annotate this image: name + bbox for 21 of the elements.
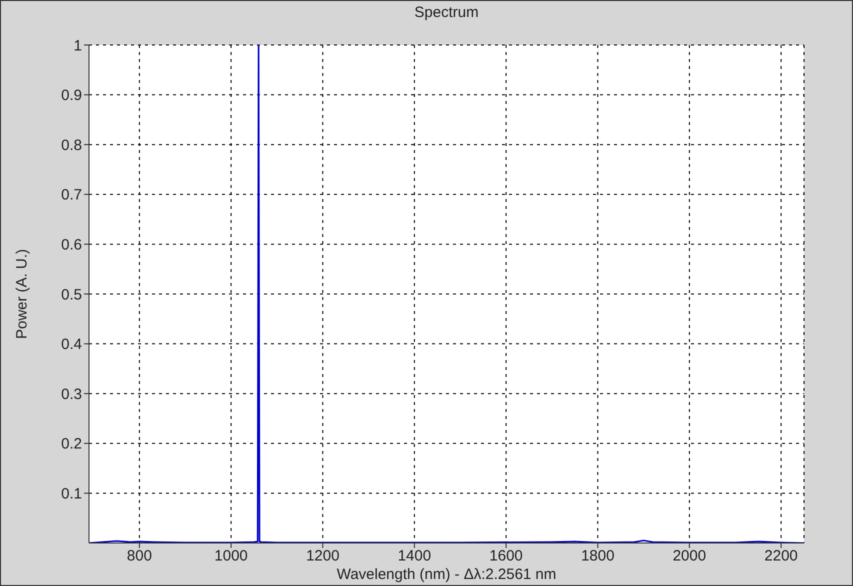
x-tick-label: 2200 bbox=[764, 548, 798, 565]
y-tick-label: 0.3 bbox=[61, 386, 82, 403]
y-tick-label: 0.5 bbox=[61, 286, 82, 304]
y-tick-label: 0.2 bbox=[61, 436, 82, 453]
y-tick-label: 0.9 bbox=[61, 87, 82, 104]
y-tick-label: 0.7 bbox=[61, 186, 82, 204]
x-tick-label: 1600 bbox=[489, 548, 523, 565]
x-tick-label: 2000 bbox=[672, 548, 706, 565]
x-tick-label: 1400 bbox=[398, 548, 432, 565]
chart-title: Spectrum bbox=[413, 4, 480, 21]
y-tick-label: 0.4 bbox=[61, 336, 82, 354]
x-axis-title: Wavelength (nm) - Δλ:2.2561 nm bbox=[336, 566, 556, 583]
x-tick-label: 800 bbox=[126, 548, 152, 565]
y-axis-title: Power (A. U.) bbox=[13, 248, 30, 340]
y-tick-label: 0.6 bbox=[61, 236, 82, 254]
y-tick-label: 1 bbox=[74, 37, 82, 54]
x-tick-label: 1200 bbox=[306, 548, 340, 565]
x-tick-label: 1000 bbox=[214, 548, 248, 565]
y-tick-label: 0.1 bbox=[61, 486, 82, 503]
y-tick-label: 0.8 bbox=[61, 136, 82, 154]
x-tick-label: 1800 bbox=[581, 548, 614, 565]
